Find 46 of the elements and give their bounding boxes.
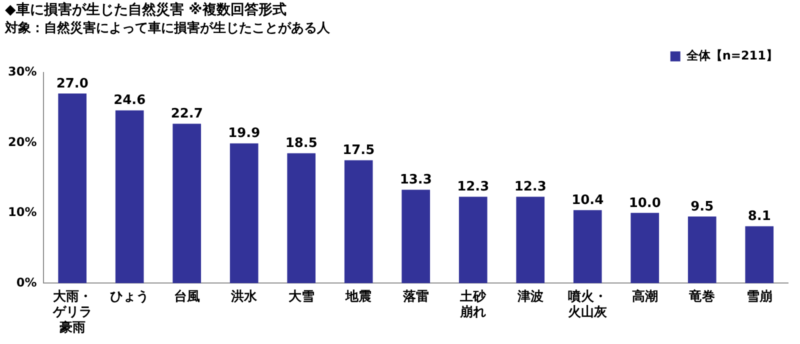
x-tick-label: 大雪 [288,289,314,304]
x-tick-label: 土砂崩れ [459,289,488,320]
data-label: 8.1 [748,209,771,224]
bar [573,210,602,284]
bar [115,110,144,284]
bar [230,143,258,284]
x-tick-label: ひょう [110,289,150,304]
x-tick-label: 雪崩 [746,289,772,304]
bar [172,124,202,284]
x-tick-label: 地震 [344,289,372,304]
data-label: 18.5 [285,136,318,152]
data-label: 24.6 [114,93,146,108]
chart-title: ◆車に損害が生じた自然災害 ※複数回答形式 [5,1,286,18]
data-label: 12.3 [457,180,490,195]
x-tick-label: 津波 [516,289,544,304]
y-tick-label: 0% [16,275,37,290]
x-tick-label: 竜巻 [688,288,716,304]
bar [402,190,430,284]
bar [58,93,87,284]
data-label: 12.3 [514,180,546,195]
data-label: 19.9 [228,126,260,142]
bar [287,153,316,284]
bar [458,196,488,284]
chart-subtitle: 対象：自然災害によって車に損害が生じたことがある人 [4,20,331,36]
bar [516,196,545,284]
bar [745,226,774,284]
data-label: 10.4 [572,193,604,208]
legend-label: 全体【n=211】 [685,48,778,63]
x-tick-label: 大雨・ゲリラ豪雨 [52,289,92,336]
bar [688,216,716,284]
bar [344,160,373,284]
x-tick-label: 台風 [174,288,200,304]
y-tick-label: 30% [8,64,37,79]
bar [630,212,660,284]
x-tick-label: 落雷 [402,289,429,304]
data-label: 17.5 [342,143,375,158]
data-label: 9.5 [690,199,714,214]
data-label: 13.3 [400,172,432,188]
data-label: 10.0 [628,196,661,211]
y-tick-label: 10% [8,205,37,220]
y-tick-label: 20% [8,134,37,149]
x-tick-label: 高潮 [632,288,658,304]
x-tick-label: 噴火・火山灰 [567,289,608,320]
x-tick-label: 洪水 [230,289,258,304]
data-label: 22.7 [170,106,203,122]
data-label: 27.0 [56,76,88,92]
